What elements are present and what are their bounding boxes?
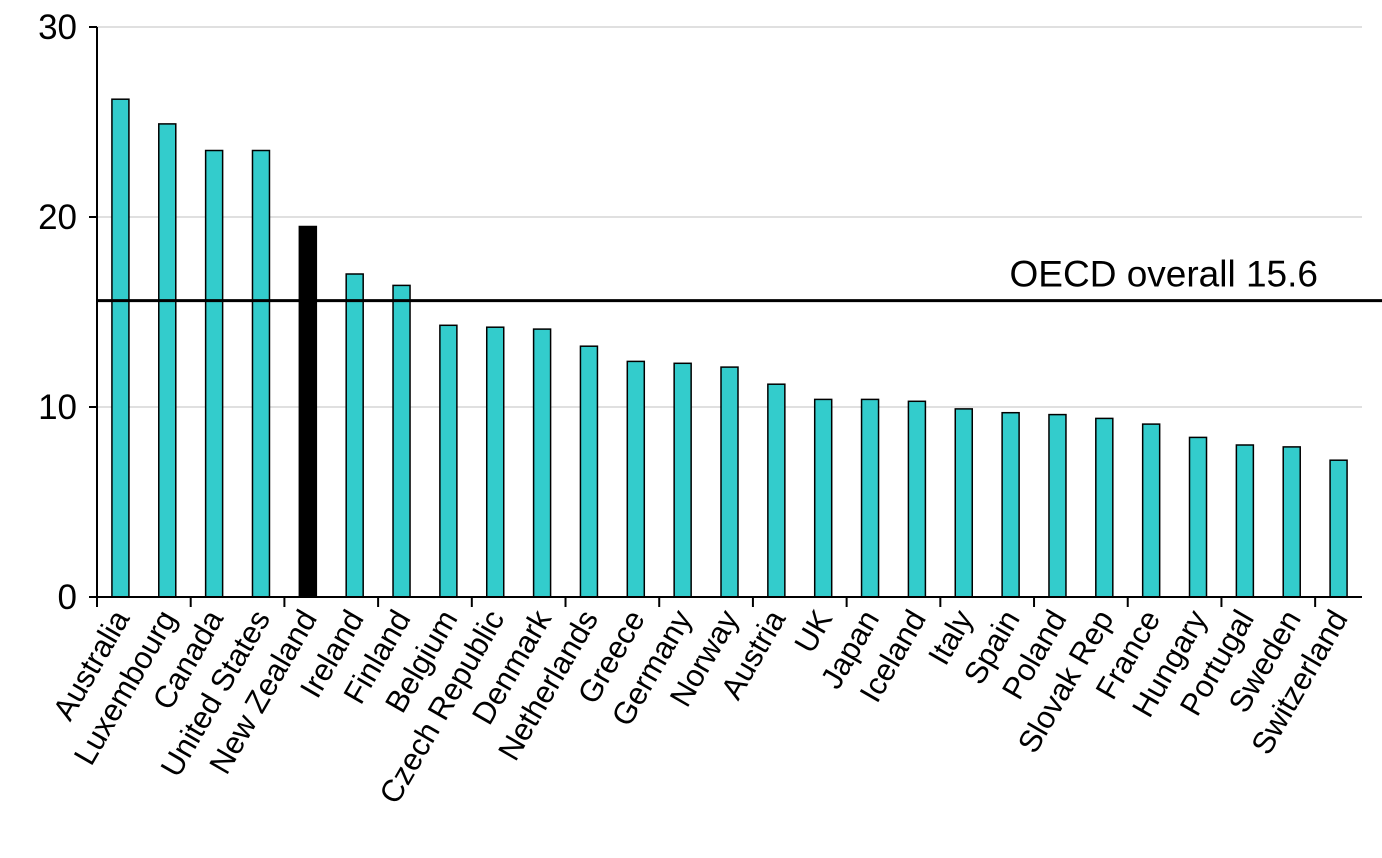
y-tick-label: 0	[58, 578, 77, 617]
bar-spain	[1001, 411, 1020, 598]
reference-line-group: OECD overall 15.6	[97, 254, 1382, 303]
y-tick-label: 20	[38, 198, 77, 237]
bar-belgium	[439, 324, 458, 598]
bar-portugal	[1235, 444, 1255, 598]
bar-poland	[1048, 413, 1067, 598]
bar-new-zealand	[298, 225, 318, 598]
bars	[111, 98, 1348, 598]
bar-australia	[111, 98, 130, 598]
y-tick-label: 10	[38, 388, 77, 427]
bar-norway	[720, 366, 739, 598]
bar-switzerland	[1329, 459, 1348, 598]
bar-italy	[954, 408, 974, 598]
bar-netherlands	[579, 345, 599, 598]
oecd-overall-label: OECD overall 15.6	[1010, 254, 1318, 295]
bar-greece	[626, 360, 646, 598]
bar-hungary	[1188, 436, 1208, 598]
bar-luxembourg	[158, 123, 177, 598]
bar-iceland	[907, 400, 927, 598]
bar-sweden	[1282, 446, 1301, 598]
bar-germany	[673, 362, 692, 598]
bar-austria	[767, 383, 786, 598]
y-tick-label: 30	[38, 8, 77, 47]
bar-uk	[813, 398, 833, 598]
bar-france	[1141, 423, 1161, 598]
bar-united-states	[251, 149, 271, 598]
bar-japan	[860, 398, 880, 598]
bar-canada	[204, 149, 224, 598]
bar-denmark	[532, 328, 552, 598]
gridlines	[97, 26, 1362, 408]
bar-czech-republic	[485, 326, 505, 598]
bar-ireland	[345, 273, 364, 598]
bar-slovak-rep	[1095, 417, 1114, 598]
bar-finland	[392, 284, 411, 598]
